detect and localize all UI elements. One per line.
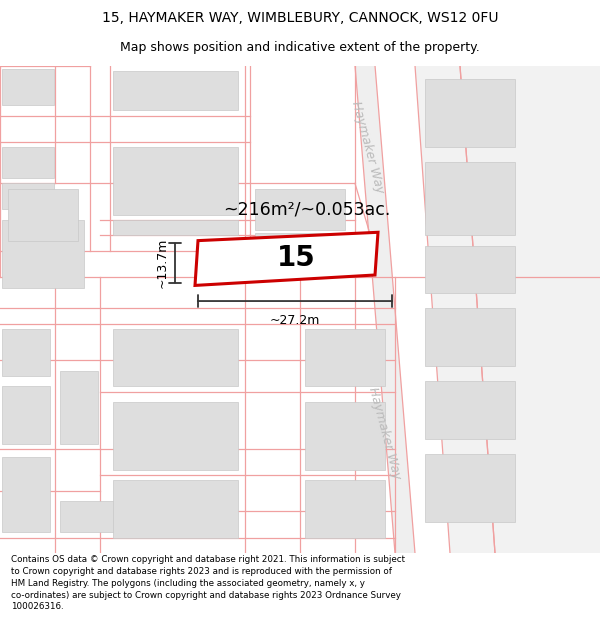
Polygon shape [355, 66, 415, 553]
Text: ~13.7m: ~13.7m [156, 238, 169, 288]
Bar [425, 162, 515, 236]
Bar [425, 79, 515, 147]
Bar [425, 246, 515, 292]
Text: ~216m²/~0.053ac.: ~216m²/~0.053ac. [223, 201, 390, 218]
Bar [113, 480, 238, 538]
Bar [2, 329, 50, 376]
Bar [113, 220, 238, 236]
Bar [2, 458, 50, 532]
Text: Map shows position and indicative extent of the property.: Map shows position and indicative extent… [120, 41, 480, 54]
Bar [2, 386, 50, 444]
Bar [255, 233, 345, 246]
Bar [113, 402, 238, 470]
Text: 15, HAYMAKER WAY, WIMBLEBURY, CANNOCK, WS12 0FU: 15, HAYMAKER WAY, WIMBLEBURY, CANNOCK, W… [102, 11, 498, 26]
Text: Haymaker Way: Haymaker Way [349, 99, 386, 194]
Bar [425, 454, 515, 522]
Text: Haymaker Way: Haymaker Way [367, 386, 404, 481]
Bar [113, 147, 238, 214]
Bar [113, 329, 238, 386]
Bar [425, 381, 515, 439]
Bar [8, 189, 78, 241]
Bar [2, 69, 54, 105]
Bar [2, 147, 54, 178]
Bar [2, 220, 84, 288]
Bar [60, 501, 115, 532]
Text: 15: 15 [277, 244, 316, 272]
Bar [305, 329, 385, 386]
Text: Contains OS data © Crown copyright and database right 2021. This information is : Contains OS data © Crown copyright and d… [11, 555, 405, 611]
Bar [425, 308, 515, 366]
Bar [255, 189, 345, 230]
Bar [60, 371, 98, 444]
Polygon shape [415, 66, 600, 553]
Polygon shape [195, 232, 378, 286]
Bar [113, 71, 238, 111]
Bar [2, 183, 54, 209]
Bar [305, 402, 385, 470]
Text: ~27.2m: ~27.2m [270, 314, 320, 326]
Bar [305, 480, 385, 538]
